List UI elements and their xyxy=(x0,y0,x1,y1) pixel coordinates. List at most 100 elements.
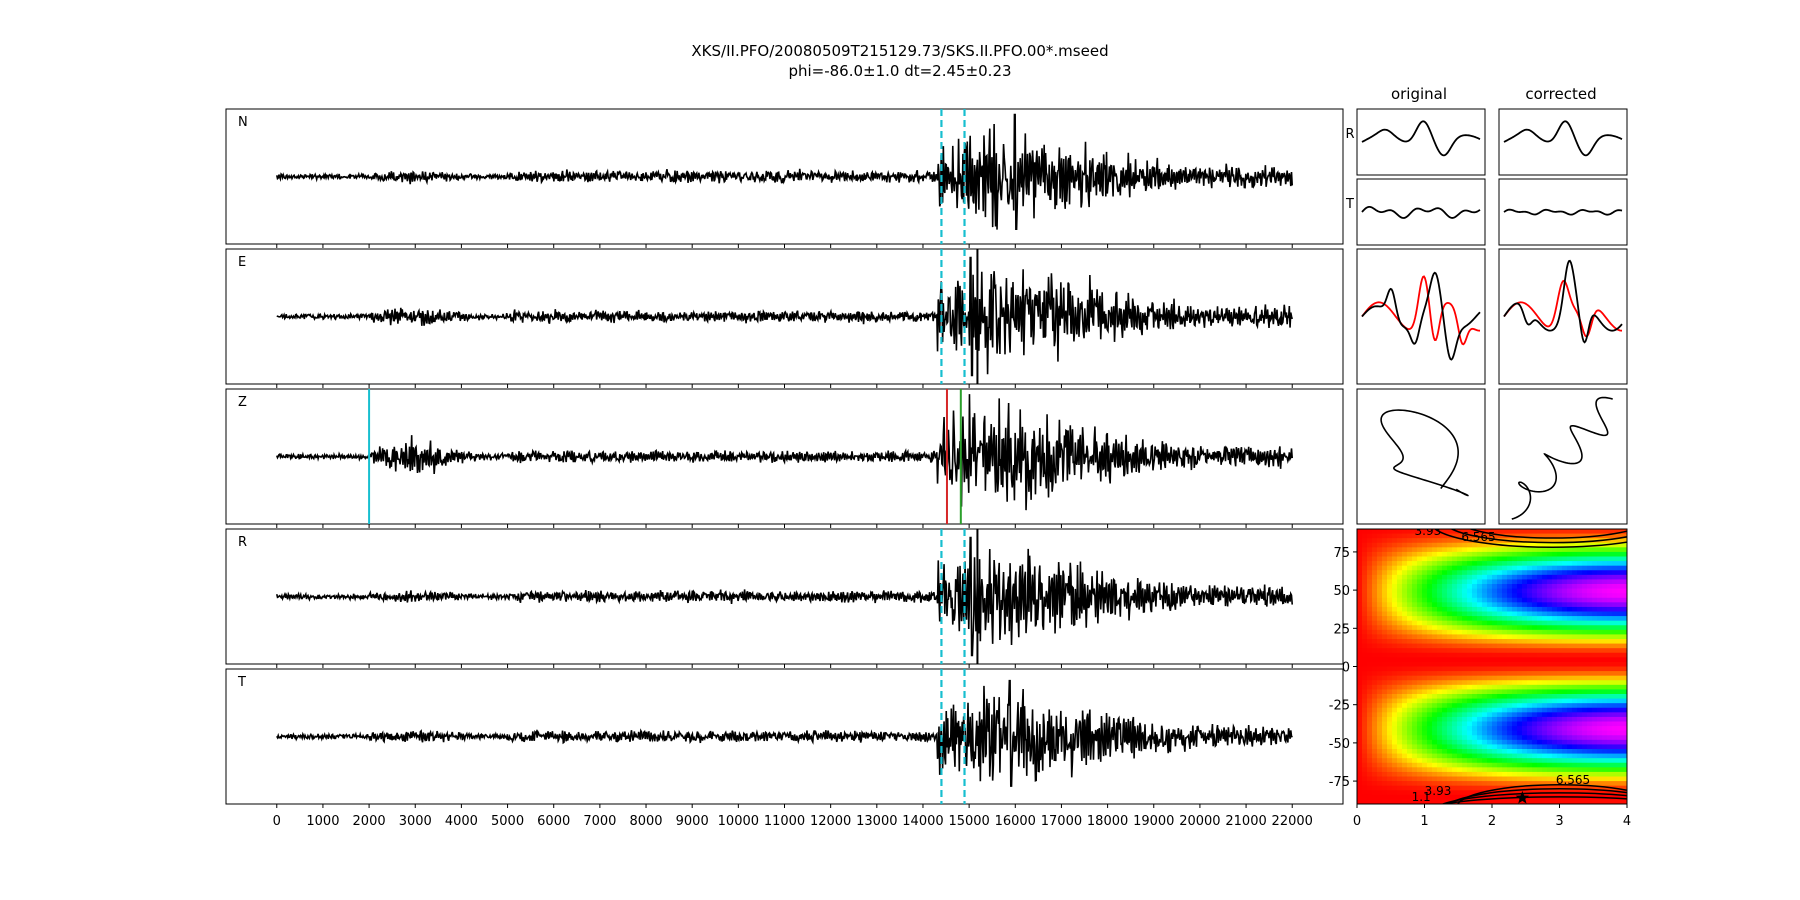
small-panel-frame xyxy=(1356,178,1486,246)
heatmap-cell xyxy=(1477,781,1483,787)
heatmap-cell xyxy=(1422,593,1428,599)
heatmap-cell xyxy=(1507,684,1513,691)
heatmap-cell xyxy=(1412,597,1418,603)
heatmap-cell xyxy=(1547,739,1553,746)
heatmap-cell xyxy=(1447,716,1453,723)
heatmap-cell xyxy=(1462,671,1468,677)
heatmap-cell xyxy=(1457,785,1463,791)
heatmap-cell xyxy=(1527,556,1533,562)
heatmap-cell xyxy=(1557,597,1563,603)
heatmap-cell xyxy=(1432,739,1438,746)
heatmap-cell xyxy=(1597,744,1603,750)
heatmap-cell xyxy=(1397,629,1403,636)
heatmap-cell xyxy=(1497,593,1503,599)
heatmap-cell xyxy=(1602,611,1608,617)
heatmap-cell xyxy=(1592,611,1598,617)
r-component-trace xyxy=(1503,120,1623,157)
heatmap-cell xyxy=(1362,533,1368,539)
heatmap-cell xyxy=(1497,790,1503,796)
heatmap-cell xyxy=(1517,570,1523,576)
heatmap-cell xyxy=(1482,643,1488,649)
heatmap-cell xyxy=(1572,671,1578,677)
heatmap-cell xyxy=(1467,648,1473,654)
heatmap-cell xyxy=(1382,551,1388,558)
heatmap-cell xyxy=(1482,556,1488,562)
heatmap-cell xyxy=(1502,584,1508,590)
heatmap-cell xyxy=(1527,616,1533,622)
heatmap-cell xyxy=(1437,790,1443,796)
heatmap-cell xyxy=(1487,643,1493,649)
heatmap-cell xyxy=(1602,529,1608,535)
heatmap-cell xyxy=(1617,771,1623,778)
heatmap-cell xyxy=(1362,570,1368,576)
heatmap-cell xyxy=(1617,533,1623,539)
heatmap-cell xyxy=(1422,771,1428,778)
heatmap-cell xyxy=(1527,698,1533,704)
heatmap-cell xyxy=(1557,529,1563,535)
heatmap-cell xyxy=(1587,684,1593,691)
heatmap-cell xyxy=(1592,758,1598,764)
heatmap-cell xyxy=(1532,771,1538,778)
heatmap-cell xyxy=(1582,785,1588,791)
heatmap-cell xyxy=(1467,781,1473,787)
heatmap-cell xyxy=(1537,771,1543,778)
heatmap-cell xyxy=(1492,762,1498,768)
heatmap-cell xyxy=(1617,593,1623,599)
heatmap-cell xyxy=(1522,716,1528,723)
heatmap-cell xyxy=(1497,611,1503,617)
heatmap-cell xyxy=(1357,762,1363,768)
heatmap-cell xyxy=(1582,634,1588,640)
heatmap-cell xyxy=(1492,767,1498,773)
heatmap-cell xyxy=(1557,749,1563,755)
heatmap-cell xyxy=(1572,588,1578,594)
heatmap-cell xyxy=(1557,703,1563,709)
heatmap-cell xyxy=(1472,767,1478,773)
heatmap-cell xyxy=(1452,648,1458,654)
heatmap-cell xyxy=(1587,785,1593,791)
heatmap-cell xyxy=(1517,551,1523,558)
heatmap-cell xyxy=(1402,547,1408,553)
heatmap-cell xyxy=(1367,716,1373,723)
heatmap-cell xyxy=(1427,735,1433,741)
heatmap-cell xyxy=(1517,739,1523,746)
heatmap-cell xyxy=(1612,556,1618,562)
heatmap-cell xyxy=(1607,799,1613,804)
heatmap-cell xyxy=(1397,689,1403,695)
heatmap-cell xyxy=(1367,593,1373,599)
heatmap-cell xyxy=(1372,643,1378,649)
heatmap-cell xyxy=(1357,739,1363,746)
heatmap-cell xyxy=(1357,749,1363,755)
heatmap-cell xyxy=(1477,721,1483,727)
heatmap-cell xyxy=(1412,629,1418,636)
heatmap-cell xyxy=(1567,684,1573,691)
heatmap-cell xyxy=(1542,771,1548,778)
heatmap-cell xyxy=(1382,790,1388,796)
heatmap-cell xyxy=(1437,597,1443,603)
heatmap-cell xyxy=(1427,758,1433,764)
heatmap-cell xyxy=(1427,606,1433,613)
heatmap-cell xyxy=(1412,611,1418,617)
heatmap-cell xyxy=(1477,556,1483,562)
heatmap-cell xyxy=(1397,790,1403,796)
heatmap-cell xyxy=(1427,639,1433,645)
contour-bottom xyxy=(1447,788,1627,804)
heatmap-cell xyxy=(1367,533,1373,539)
heatmap-cell xyxy=(1467,533,1473,539)
heatmap-cell xyxy=(1497,588,1503,594)
heatmap-cell xyxy=(1367,739,1373,746)
heatmap-cell xyxy=(1397,694,1403,700)
heatmap-cell xyxy=(1547,561,1553,567)
heatmap-cell xyxy=(1432,799,1438,804)
heatmap-cell xyxy=(1537,675,1543,681)
heatmap-cell xyxy=(1462,680,1468,686)
heatmap-cell xyxy=(1607,758,1613,764)
heatmap-cell xyxy=(1622,771,1627,778)
heatmap-cell xyxy=(1562,661,1568,668)
heatmap-cell xyxy=(1502,744,1508,750)
heatmap-cell xyxy=(1512,634,1518,640)
heatmap-cell xyxy=(1382,547,1388,553)
heatmap-cell xyxy=(1547,593,1553,599)
heatmap-cell xyxy=(1527,602,1533,608)
heatmap-cell xyxy=(1517,661,1523,668)
heatmap-cell xyxy=(1387,597,1393,603)
